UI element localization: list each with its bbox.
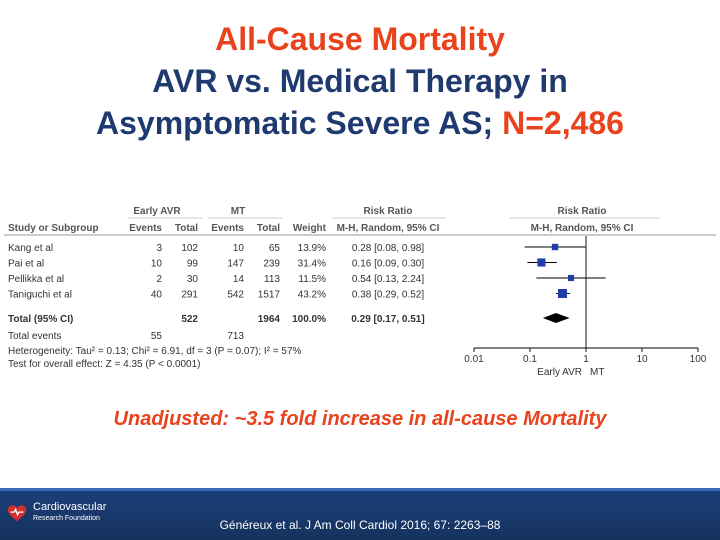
study-row: Taniguchi et al 40 291 542 1517 43.2% 0.38 [0.… (8, 290, 424, 301)
total-row: Total (95% CI) 522 1964 100.0% 0.29 [0.17, 0… (8, 314, 425, 325)
forest-headers: Early AVR MT Risk Ratio Risk Ratio Study… (4, 206, 716, 236)
total-ci: 0.29 [0.17, 0.51] (351, 314, 424, 325)
study-rows: Kang et al 3 102 10 65 13.9% 0.28 [0.08, 0.98]… (8, 243, 424, 301)
col-total-early: Total (175, 223, 198, 234)
total-events-label: Total events (8, 331, 61, 342)
forest-plot: Early AVR MT Risk Ratio Risk Ratio Study… (4, 206, 716, 378)
slide-title-line3-main: Asymptomatic Severe AS; (96, 105, 503, 141)
study-cell-t2: 65 (269, 243, 281, 254)
study-cell-weight: 13.9% (298, 243, 326, 254)
favours-right-label: MT (590, 367, 604, 378)
logo-line2: Research Foundation (33, 515, 100, 522)
study-cell-ci: 0.28 [0.08, 0.98] (352, 243, 425, 254)
total-events-mt: 713 (227, 331, 244, 342)
col-weight: Weight (293, 223, 327, 234)
study-cell-t1: 99 (187, 259, 199, 270)
col-ci-plot: M-H, Random, 95% CI (531, 223, 634, 234)
study-cell-t1: 291 (181, 290, 198, 301)
study-cell-e2: 147 (227, 259, 244, 270)
total-events-row: Total events 55 713 (8, 331, 244, 342)
x-tick-label: 1 (583, 354, 589, 365)
study-cell-ci: 0.54 [0.13, 2.24] (352, 274, 425, 285)
study-cell-t2: 1517 (258, 290, 281, 301)
study-cell-e1: 40 (151, 290, 163, 301)
study-cell-t1: 30 (187, 274, 199, 285)
slide-title-line2: AVR vs. Medical Therapy in (152, 63, 568, 99)
study-row: Kang et al 3 102 10 65 13.9% 0.28 [0.08, 0.98] (8, 243, 424, 254)
study-cell-weight: 11.5% (298, 274, 326, 285)
col-total-mt: Total (257, 223, 280, 234)
x-tick-label: 10 (636, 354, 648, 365)
point-estimate-square (557, 289, 567, 298)
study-cell-t1: 102 (181, 243, 198, 254)
heart-logo-icon (7, 505, 27, 522)
study-cell-e1: 10 (151, 259, 163, 270)
total-label: Total (95% CI) (8, 314, 73, 325)
summary-rows: Total (95% CI) 522 1964 100.0% 0.29 [0.17, 0… (8, 314, 425, 370)
slide-title-line3: Asymptomatic Severe AS; N=2,486 (0, 102, 720, 144)
favours-left-label: Early AVR (537, 367, 582, 378)
x-tick-label: 100 (690, 354, 707, 365)
heterogeneity-text: Heterogeneity: Tau² = 0.13; Chi² = 6.91,… (8, 346, 302, 357)
point-estimate-square (567, 274, 575, 282)
study-cell-t2: 113 (264, 274, 280, 285)
slide-title: All-Cause Mortality (215, 21, 505, 57)
unadjusted-note: Unadjusted: ~3.5 fold increase in all-ca… (113, 408, 607, 430)
citation: Généreux et al. J Am Coll Cardiol 2016; … (219, 518, 501, 532)
point-estimate-square (551, 243, 559, 251)
mt-header: MT (231, 206, 245, 217)
study-cell-e1: 3 (156, 243, 162, 254)
footer-bar: Cardiovascular Research Foundation Génér… (0, 488, 720, 540)
study-cell-name: Taniguchi et al (8, 290, 72, 301)
study-cell-name: Pai et al (8, 259, 44, 270)
sample-size: N=2,486 (502, 105, 624, 141)
study-cell-ci: 0.38 [0.29, 0.52] (352, 290, 425, 301)
col-events-mt: Events (211, 223, 244, 234)
study-cell-ci: 0.16 [0.09, 0.30] (352, 259, 425, 270)
plot-area: 0.01 0.1 1 10 100 Early AVR MT (464, 236, 707, 378)
rr-plot-header: Risk Ratio (558, 206, 607, 217)
footer-accent-stripe (0, 488, 720, 491)
total-events-early: 55 (151, 331, 163, 342)
x-tick-label: 0.1 (523, 354, 537, 365)
summary-diamond (542, 313, 570, 323)
col-study: Study or Subgroup (8, 223, 99, 234)
study-cell-name: Kang et al (8, 243, 53, 254)
total-mt: 1964 (258, 314, 281, 325)
x-tick-label: 0.01 (464, 354, 484, 365)
study-cell-weight: 31.4% (298, 259, 326, 270)
point-estimate-square (537, 258, 546, 267)
study-cell-weight: 43.2% (298, 290, 326, 301)
logo-line1: Cardiovascular (33, 501, 107, 513)
study-cell-e2: 542 (227, 290, 244, 301)
overall-effect-text: Test for overall effect: Z = 4.35 (P < 0… (8, 359, 201, 370)
crf-logo: Cardiovascular Research Foundation (6, 502, 106, 524)
study-cell-e2: 14 (233, 274, 245, 285)
study-cell-e1: 2 (156, 274, 162, 285)
study-cell-t2: 239 (263, 259, 280, 270)
study-row: Pai et al 10 99 147 239 31.4% 0.16 [0.09, 0.30… (8, 259, 424, 270)
rr-table-header: Risk Ratio (364, 206, 413, 217)
early-avr-header: Early AVR (133, 206, 181, 217)
study-cell-e2: 10 (233, 243, 245, 254)
total-weight: 100.0% (292, 314, 326, 325)
col-ci-table: M-H, Random, 95% CI (337, 223, 440, 234)
total-early: 522 (181, 314, 198, 325)
col-events-early: Events (129, 223, 162, 234)
study-cell-name: Pellikka et al (8, 274, 64, 285)
study-row: Pellikka et al 2 30 14 113 11.5% 0.54 [0.13, 2… (8, 274, 424, 285)
